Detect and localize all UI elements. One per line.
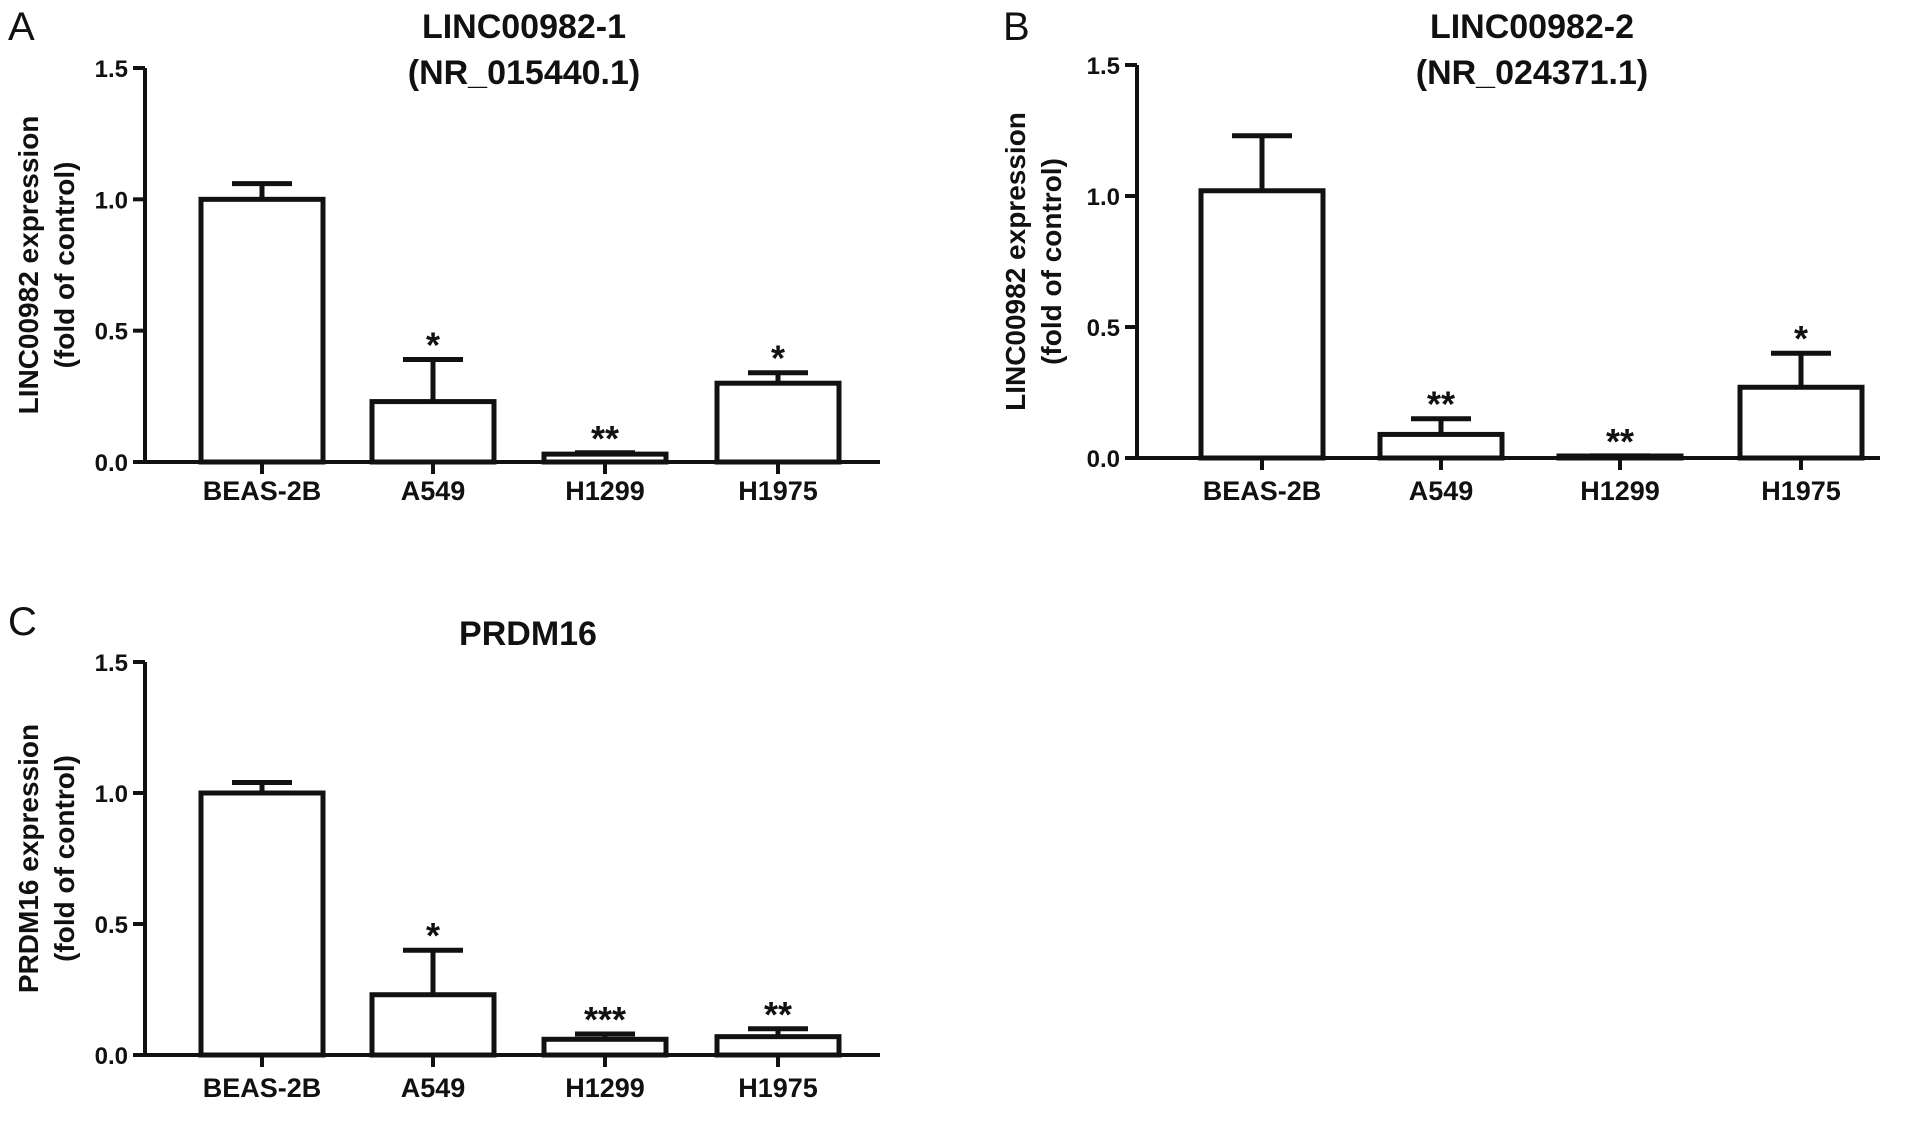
y-axis-label: PRDM16 expression [13, 724, 44, 993]
y-axis-label: (fold of control) [49, 162, 80, 369]
panel-letter: C [8, 600, 37, 644]
x-tick-label: H1299 [1580, 476, 1660, 506]
panel-a: A LINC00982-1 (NR_015440.1) LINC00982 expre… [8, 5, 880, 506]
significance-mark: * [426, 325, 440, 366]
chart-title: LINC00982-1 [422, 8, 626, 46]
y-axis-label: (fold of control) [1036, 158, 1067, 365]
y-tick-label: 0.0 [95, 1043, 128, 1070]
bar [1198, 188, 1326, 461]
y-tick-label: 0.5 [1087, 315, 1120, 342]
x-tick-label: H1299 [565, 476, 645, 506]
panel-letter: B [1003, 5, 1030, 49]
y-tick-label: 1.0 [1087, 184, 1120, 211]
chart-title: (NR_024371.1) [1416, 54, 1648, 92]
x-tick-label: BEAS-2B [203, 1073, 322, 1103]
y-tick-label: 0.5 [95, 912, 128, 939]
bar [369, 399, 497, 465]
chart-title: PRDM16 [459, 615, 597, 653]
y-tick-label: 0.5 [95, 319, 128, 346]
x-tick-label: H1975 [1761, 476, 1841, 506]
y-tick-label: 0.0 [1087, 446, 1120, 473]
significance-mark: ** [591, 418, 619, 459]
significance-mark: *** [584, 999, 626, 1040]
y-tick-label: 1.5 [95, 56, 128, 83]
x-tick-label: BEAS-2B [203, 476, 322, 506]
x-tick-label: H1975 [738, 476, 818, 506]
x-tick-label: H1975 [738, 1073, 818, 1103]
panel-b: B LINC00982-2 (NR_024371.1) LINC00982 expre… [1000, 5, 1880, 506]
bar [198, 790, 326, 1058]
bar [369, 992, 497, 1058]
x-tick-label: A549 [401, 1073, 466, 1103]
y-tick-label: 0.0 [95, 450, 128, 477]
bar [198, 196, 326, 465]
y-axis-label: LINC00982 expression [1000, 112, 1031, 411]
y-axis-label: LINC00982 expression [13, 116, 44, 415]
x-tick-label: H1299 [565, 1073, 645, 1103]
bar [1737, 384, 1865, 461]
significance-mark: ** [764, 994, 792, 1035]
y-tick-label: 1.5 [95, 650, 128, 677]
panel-c: C PRDM16 PRDM16 expression (fold of control… [8, 600, 880, 1103]
x-tick-label: A549 [1409, 476, 1474, 506]
y-tick-label: 1.0 [95, 187, 128, 214]
panel-letter: A [8, 5, 35, 49]
y-axis-label: (fold of control) [49, 755, 80, 962]
bar [1377, 431, 1505, 461]
significance-mark: * [426, 915, 440, 956]
significance-mark: ** [1427, 384, 1455, 425]
y-tick-label: 1.5 [1087, 53, 1120, 80]
y-tick-label: 1.0 [95, 781, 128, 808]
significance-mark: * [771, 338, 785, 379]
significance-mark: ** [1606, 421, 1634, 462]
significance-mark: * [1794, 318, 1808, 359]
chart-title: LINC00982-2 [1430, 8, 1634, 46]
bar [714, 1034, 842, 1058]
bar [541, 1036, 669, 1058]
bar [714, 380, 842, 465]
x-tick-label: BEAS-2B [1203, 476, 1322, 506]
x-tick-label: A549 [401, 476, 466, 506]
chart-title: (NR_015440.1) [408, 54, 640, 92]
